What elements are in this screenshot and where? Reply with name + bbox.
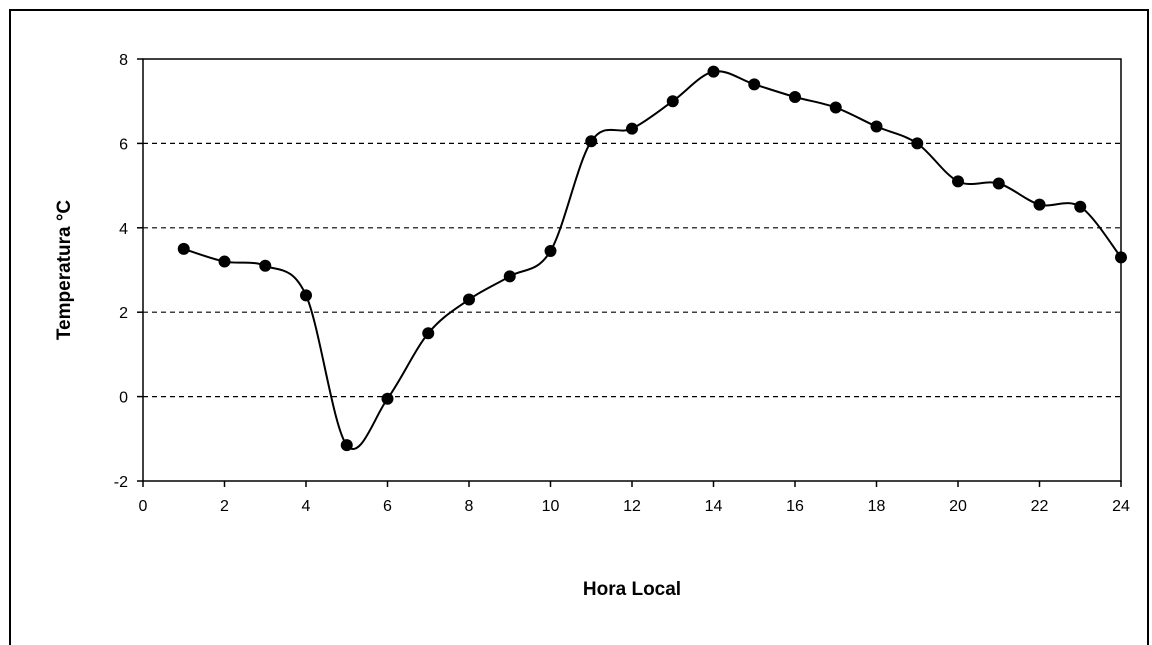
data-point: [952, 175, 964, 188]
x-tick-label: 12: [623, 498, 641, 515]
series-line: [183, 70, 1122, 450]
y-tick-label: 6: [119, 136, 128, 153]
x-tick-label: 8: [465, 498, 474, 515]
data-point: [911, 137, 924, 150]
x-tick-label: 10: [542, 498, 560, 515]
x-tick-label: 0: [139, 498, 148, 515]
data-point: [503, 270, 516, 283]
x-tick-label: 6: [383, 498, 392, 515]
data-point: [300, 289, 312, 302]
data-point: [177, 242, 190, 255]
chart-frame: [9, 9, 1149, 645]
x-tick-label: 16: [786, 498, 804, 515]
data-point: [829, 101, 842, 114]
data-point: [259, 259, 272, 272]
data-point: [381, 392, 394, 405]
data-point: [666, 95, 679, 108]
data-point: [340, 439, 353, 452]
y-tick-label: 2: [119, 305, 128, 322]
y-tick-label: 8: [119, 52, 128, 69]
gridlines: [143, 142, 1121, 398]
data-point: [992, 177, 1005, 190]
y-axis-title: Temperatura °C: [54, 200, 75, 341]
y-tick-label: 0: [119, 390, 128, 407]
data-point: [585, 135, 598, 148]
x-axis-ticks: 0 2 4 6 8 10 12 14 16 18 20 22 24: [139, 481, 1130, 515]
data-point: [218, 255, 231, 268]
data-point: [707, 65, 720, 78]
y-tick-label: 4: [119, 221, 128, 238]
x-tick-label: 2: [220, 498, 229, 515]
x-axis-title: Hora Local: [583, 579, 681, 600]
x-tick-label: 14: [705, 498, 723, 515]
x-tick-label: 18: [868, 498, 886, 515]
data-points: [177, 65, 1127, 452]
y-axis-ticks: -2 0 2 4 6 8: [114, 52, 143, 491]
data-point: [789, 90, 801, 103]
x-tick-label: 24: [1112, 498, 1130, 515]
data-point: [1033, 198, 1046, 211]
data-point: [1115, 251, 1127, 264]
plot-area: [142, 58, 1122, 482]
data-point: [422, 327, 435, 340]
data-point: [748, 78, 761, 91]
data-point: [870, 120, 883, 133]
x-tick-label: 22: [1031, 498, 1049, 515]
data-point: [463, 293, 475, 306]
x-tick-label: 4: [302, 498, 311, 515]
y-tick-label: -2: [114, 474, 128, 491]
data-point: [1074, 200, 1087, 213]
data-point: [544, 245, 557, 258]
x-tick-label: 20: [949, 498, 967, 515]
data-point: [626, 122, 638, 135]
